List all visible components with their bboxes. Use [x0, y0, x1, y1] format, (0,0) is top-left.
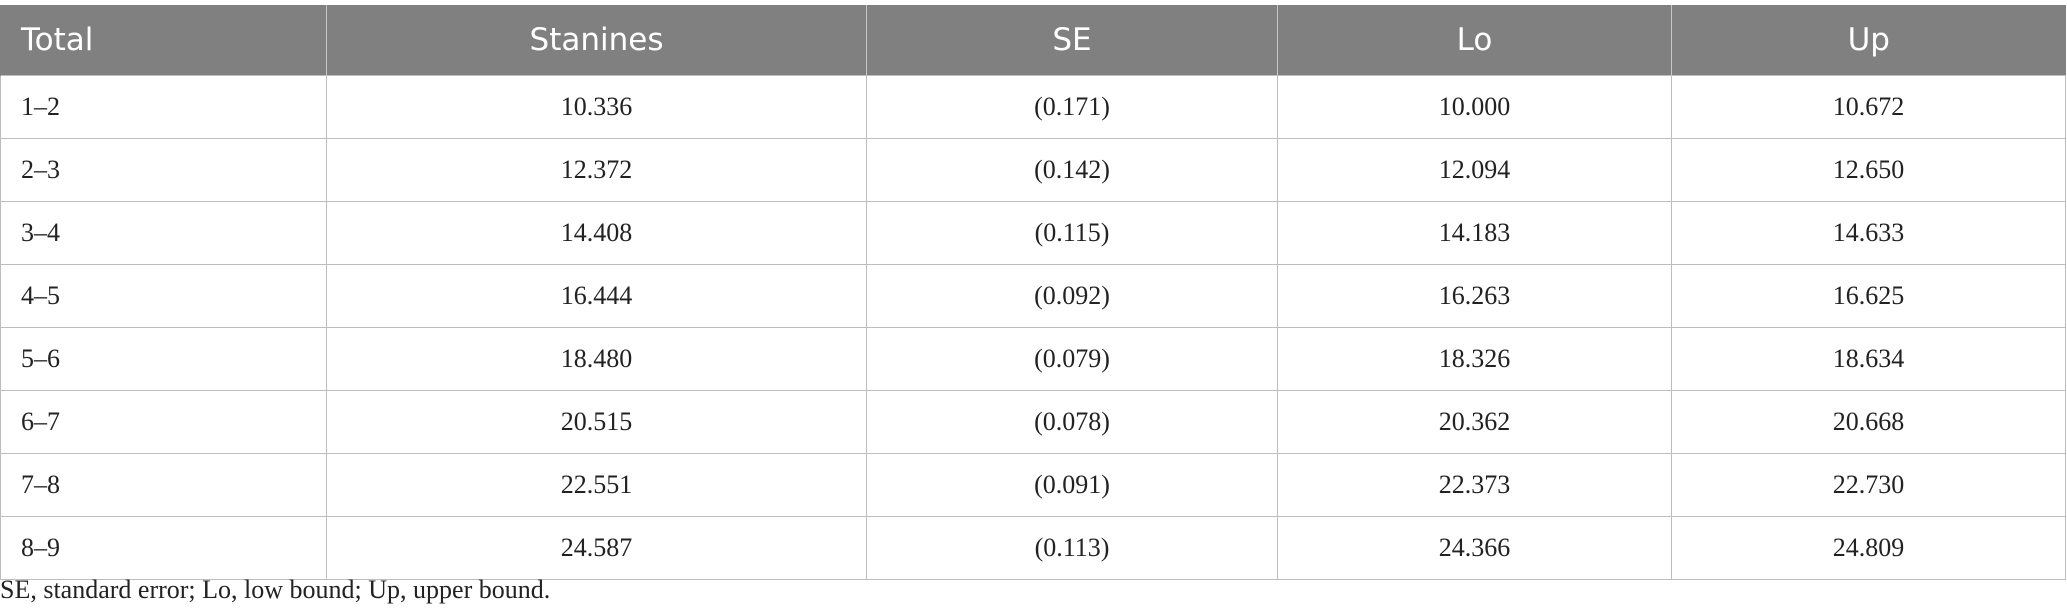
- table-cell: 22.730: [1671, 453, 2066, 517]
- header-cell: Up: [1671, 5, 2066, 76]
- table-cell: 14.408: [326, 201, 867, 265]
- data-table: Total Stanines SE Lo Up 1–2 10.336 (0.171) 10.0…: [0, 5, 2066, 580]
- table-cell: 4–5: [0, 264, 327, 328]
- table-cell: 24.587: [326, 516, 867, 580]
- table-row: 3–4 14.408 (0.115) 14.183 14.633: [0, 201, 2066, 265]
- table-cell: 20.362: [1277, 390, 1672, 454]
- table-row: 6–7 20.515 (0.078) 20.362 20.668: [0, 390, 2066, 454]
- table-cell: 24.809: [1671, 516, 2066, 580]
- table-cell: 10.336: [326, 75, 867, 139]
- header-cell: Total: [0, 5, 327, 76]
- table-cell: 5–6: [0, 327, 327, 391]
- table-cell: 1–2: [0, 75, 327, 139]
- table-cell: (0.079): [866, 327, 1278, 391]
- table-cell: 18.326: [1277, 327, 1672, 391]
- table-cell: 16.444: [326, 264, 867, 328]
- header-row: Total Stanines SE Lo Up: [0, 5, 2066, 76]
- table-cell: 18.480: [326, 327, 867, 391]
- table-cell: 20.668: [1671, 390, 2066, 454]
- table-cell: 10.672: [1671, 75, 2066, 139]
- table-body: 1–2 10.336 (0.171) 10.000 10.672 2–3 12.372 (0.…: [0, 75, 2066, 580]
- table-cell: 6–7: [0, 390, 327, 454]
- table-cell: (0.113): [866, 516, 1278, 580]
- table-cell: 7–8: [0, 453, 327, 517]
- header-cell: Lo: [1277, 5, 1672, 76]
- table-cell: 14.633: [1671, 201, 2066, 265]
- table-cell: (0.115): [866, 201, 1278, 265]
- table-row: 2–3 12.372 (0.142) 12.094 12.650: [0, 138, 2066, 202]
- table-cell: (0.171): [866, 75, 1278, 139]
- table-row: 4–5 16.444 (0.092) 16.263 16.625: [0, 264, 2066, 328]
- table-cell: (0.142): [866, 138, 1278, 202]
- table-row: 7–8 22.551 (0.091) 22.373 22.730: [0, 453, 2066, 517]
- table-cell: (0.091): [866, 453, 1278, 517]
- table-row: 5–6 18.480 (0.079) 18.326 18.634: [0, 327, 2066, 391]
- table-cell: 22.373: [1277, 453, 1672, 517]
- table-row: 8–9 24.587 (0.113) 24.366 24.809: [0, 516, 2066, 580]
- table-cell: 16.625: [1671, 264, 2066, 328]
- table-cell: (0.092): [866, 264, 1278, 328]
- table-row: 1–2 10.336 (0.171) 10.000 10.672: [0, 75, 2066, 139]
- table-cell: 22.551: [326, 453, 867, 517]
- header-cell: SE: [866, 5, 1278, 76]
- table-cell: 12.094: [1277, 138, 1672, 202]
- footnote: SE, standard error; Lo, low bound; Up, u…: [0, 575, 551, 604]
- table-cell: 18.634: [1671, 327, 2066, 391]
- table-cell: (0.078): [866, 390, 1278, 454]
- table-cell: 12.650: [1671, 138, 2066, 202]
- table-cell: 12.372: [326, 138, 867, 202]
- table-cell: 10.000: [1277, 75, 1672, 139]
- table-cell: 2–3: [0, 138, 327, 202]
- table-cell: 20.515: [326, 390, 867, 454]
- header-cell: Stanines: [326, 5, 867, 76]
- table-cell: 8–9: [0, 516, 327, 580]
- table-cell: 24.366: [1277, 516, 1672, 580]
- table-cell: 14.183: [1277, 201, 1672, 265]
- table-cell: 16.263: [1277, 264, 1672, 328]
- table-cell: 3–4: [0, 201, 327, 265]
